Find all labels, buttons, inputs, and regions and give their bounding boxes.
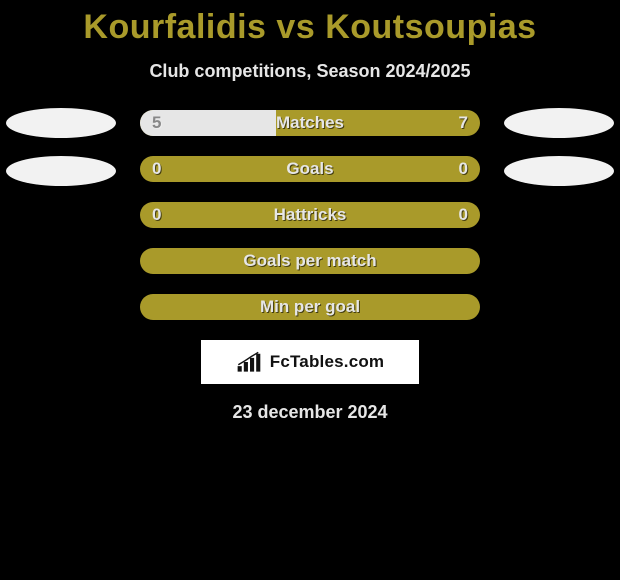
brand-text: FcTables.com bbox=[270, 352, 385, 372]
title-vs: vs bbox=[276, 8, 315, 46]
stat-value-left: 0 bbox=[152, 202, 161, 228]
brand-logo: FcTables.com bbox=[201, 340, 419, 384]
player-right-marker bbox=[504, 108, 614, 138]
stat-bar bbox=[140, 248, 480, 274]
footer-date: 23 december 2024 bbox=[0, 402, 620, 423]
stat-rows: 57Matches00Goals00HattricksGoals per mat… bbox=[0, 110, 620, 320]
stat-bar bbox=[140, 110, 480, 136]
stat-value-left: 0 bbox=[152, 156, 161, 182]
stat-value-left: 5 bbox=[152, 110, 161, 136]
stat-bar bbox=[140, 294, 480, 320]
player-right-marker bbox=[504, 156, 614, 186]
stat-value-right: 7 bbox=[459, 110, 468, 136]
stat-row: Goals per match bbox=[0, 248, 620, 274]
player-left-marker bbox=[6, 156, 116, 186]
stat-row: 00Hattricks bbox=[0, 202, 620, 228]
stat-row: 00Goals bbox=[0, 156, 620, 182]
page-title: Kourfalidis vs Koutsoupias bbox=[0, 0, 620, 47]
stat-bar bbox=[140, 202, 480, 228]
player-left-marker bbox=[6, 108, 116, 138]
player-left-name: Kourfalidis bbox=[83, 8, 266, 46]
player-right-name: Koutsoupias bbox=[325, 8, 536, 46]
subtitle: Club competitions, Season 2024/2025 bbox=[0, 61, 620, 82]
stat-row: Min per goal bbox=[0, 294, 620, 320]
bars-icon bbox=[236, 351, 264, 373]
stat-bar bbox=[140, 156, 480, 182]
stat-value-right: 0 bbox=[459, 202, 468, 228]
stat-row: 57Matches bbox=[0, 110, 620, 136]
comparison-widget: Kourfalidis vs Koutsoupias Club competit… bbox=[0, 0, 620, 580]
stat-value-right: 0 bbox=[459, 156, 468, 182]
